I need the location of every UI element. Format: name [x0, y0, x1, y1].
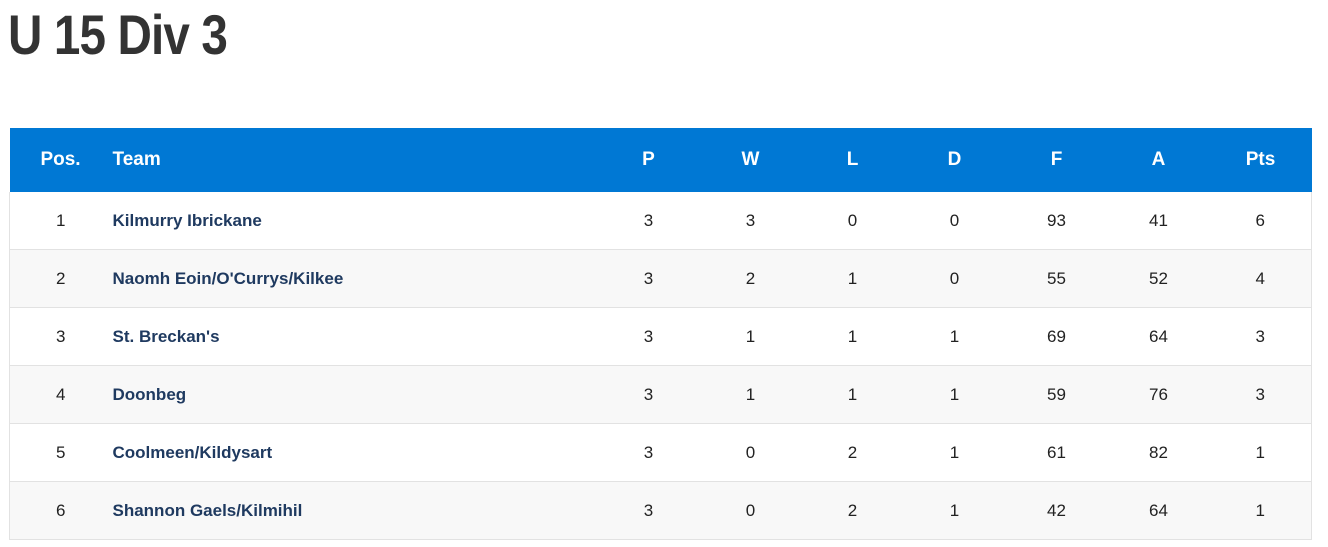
column-header: Pts: [1245, 149, 1276, 170]
column-header: Pos.: [40, 149, 81, 170]
cell: 3: [597, 365, 700, 424]
table-row: 3 St. Breckan's 3 1 1 1 69 64 3: [9, 307, 1312, 366]
cell: 1: [801, 307, 904, 366]
table-row: 4 Doonbeg 3 1 1 1 59 76 3: [9, 365, 1312, 424]
cell: 76: [1107, 365, 1210, 424]
column-header: Team: [112, 149, 161, 170]
cell: 3: [597, 192, 700, 250]
cell: 59: [1005, 365, 1108, 424]
header-row: Pos. Team P W L D F A Pts: [9, 128, 1312, 192]
cell: 1: [9, 192, 112, 250]
cell: 3: [699, 192, 802, 250]
column-header: P: [642, 149, 655, 170]
cell: 3: [597, 249, 700, 308]
cell: 52: [1107, 249, 1210, 308]
cell: 64: [1107, 481, 1210, 540]
cell: 61: [1005, 423, 1108, 482]
cell: 3: [1209, 365, 1312, 424]
standings-table: Pos. Team P W L D F A Pts 1 Kilmurry Ibrickane 3 3 0…: [9, 128, 1312, 540]
cell: 3: [9, 307, 112, 366]
cell: St. Breckan's: [111, 307, 598, 366]
cell: 0: [699, 423, 802, 482]
cell: 93: [1005, 192, 1108, 250]
cell: 3: [597, 481, 700, 540]
cell: 1: [903, 307, 1006, 366]
table-row: 5 Coolmeen/Kildysart 3 0 2 1 61 82 1: [9, 423, 1312, 482]
cell: 2: [801, 423, 904, 482]
cell: 42: [1005, 481, 1108, 540]
cell: 69: [1005, 307, 1108, 366]
column-header: L: [846, 149, 859, 170]
cell: 1: [1209, 481, 1312, 540]
cell: 82: [1107, 423, 1210, 482]
column-header: F: [1050, 149, 1063, 170]
cell: 64: [1107, 307, 1210, 366]
cell: Naomh Eoin/O'Currys/Kilkee: [111, 249, 598, 308]
cell: 3: [597, 307, 700, 366]
cell: 4: [1209, 249, 1312, 308]
cell: 3: [1209, 307, 1312, 366]
table-row: 1 Kilmurry Ibrickane 3 3 0 0 93 41 6: [9, 192, 1312, 250]
cell: 55: [1005, 249, 1108, 308]
cell: 2: [699, 249, 802, 308]
cell: 0: [801, 192, 904, 250]
cell: 2: [801, 481, 904, 540]
cell: Doonbeg: [111, 365, 598, 424]
table-row: 2 Naomh Eoin/O'Currys/Kilkee 3 2 1 0 55 52 4: [9, 249, 1312, 308]
cell: 1: [699, 307, 802, 366]
cell: 1: [1209, 423, 1312, 482]
cell: 1: [699, 365, 802, 424]
column-header: A: [1151, 149, 1166, 170]
cell: 2: [9, 249, 112, 308]
cell: 1: [903, 481, 1006, 540]
column-header: D: [947, 149, 962, 170]
cell: 1: [801, 249, 904, 308]
cell: 1: [903, 423, 1006, 482]
column-header: W: [741, 149, 760, 170]
cell: 1: [903, 365, 1006, 424]
cell: 5: [9, 423, 112, 482]
cell: 6: [9, 481, 112, 540]
cell: 0: [699, 481, 802, 540]
table-row: 6 Shannon Gaels/Kilmihil 3 0 2 1 42 64 1: [9, 481, 1312, 540]
cell: Kilmurry Ibrickane: [111, 192, 598, 250]
cell: 0: [903, 192, 1006, 250]
cell: 41: [1107, 192, 1210, 250]
title: U 15 Div 3: [8, 3, 228, 66]
cell: Shannon Gaels/Kilmihil: [111, 481, 598, 540]
cell: 3: [597, 423, 700, 482]
cell: 6: [1209, 192, 1312, 250]
cell: Coolmeen/Kildysart: [111, 423, 598, 482]
cell: 4: [9, 365, 112, 424]
cell: 0: [903, 249, 1006, 308]
cell: 1: [801, 365, 904, 424]
